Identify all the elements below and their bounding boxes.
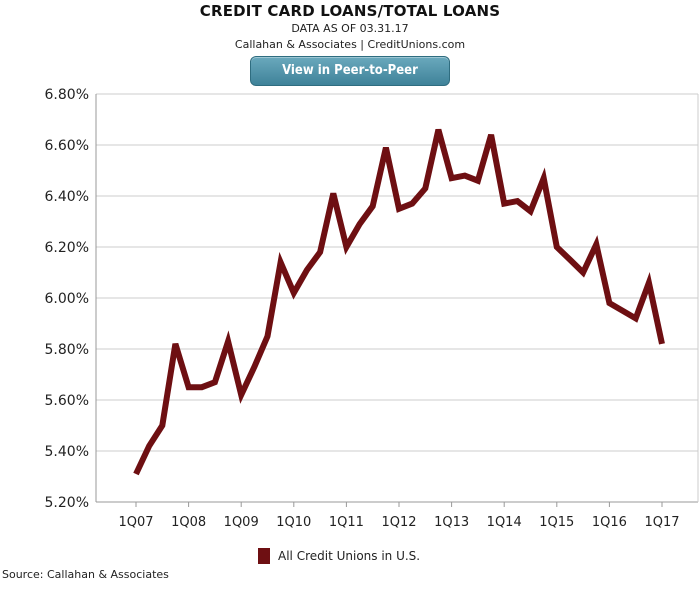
y-tick-label: 5.60% [45,393,89,409]
attribution: Callahan & Associates | CreditUnions.com [234,38,466,51]
data-point[interactable] [304,267,310,273]
x-tick-label: 1Q12 [381,515,416,530]
series-layer [133,127,665,477]
legend[interactable]: All Credit Unions in U.S. [258,546,420,566]
data-point[interactable] [199,384,205,390]
data-point[interactable] [580,270,586,276]
data-point[interactable] [593,241,599,247]
y-tick-label: 5.20% [45,495,89,511]
data-point[interactable] [357,221,363,227]
data-point[interactable] [370,203,376,209]
data-point[interactable] [330,190,336,196]
data-point[interactable] [541,175,547,181]
axes [95,94,699,503]
x-tick-label: 1Q15 [539,515,574,530]
series-line[interactable] [133,128,665,476]
data-point[interactable] [449,175,455,181]
data-point[interactable] [501,201,507,207]
x-tick-label: 1Q09 [224,515,259,530]
data-point[interactable] [159,423,165,429]
data-point[interactable] [659,341,665,347]
data-point[interactable] [133,471,139,477]
y-tick-label: 6.60% [45,138,89,154]
data-point[interactable] [383,145,389,151]
data-point[interactable] [396,206,402,212]
data-point[interactable] [172,341,178,347]
data-point[interactable] [422,185,428,191]
chart-title: CREDIT CARD LOANS/TOTAL LOANS [199,2,501,20]
x-tick-label: 1Q08 [171,515,206,530]
x-tick-label: 1Q07 [118,515,153,530]
data-point[interactable] [278,259,284,265]
y-tick-label: 6.00% [45,291,89,307]
view-in-peer-to-peer-button[interactable]: View in Peer-to-Peer [250,56,450,86]
data-point[interactable] [435,127,441,133]
x-tick-label: 1Q14 [487,515,522,530]
data-point[interactable] [554,244,560,250]
data-point[interactable] [646,280,652,286]
source-note: Source: Callahan & Associates [2,568,169,581]
x-tick-label: 1Q11 [329,515,364,530]
y-tick-label: 6.80% [45,87,89,103]
data-point[interactable] [620,308,626,314]
data-point[interactable] [633,315,639,321]
data-point[interactable] [343,244,349,250]
y-tick-label: 6.40% [45,189,89,205]
y-axis-tick-labels: 5.20% 5.40% 5.60% 5.80% 6.00% 6.20% 6.40% 6.60%… [45,87,89,511]
data-point[interactable] [251,364,257,370]
data-point[interactable] [528,208,534,214]
data-point[interactable] [291,290,297,296]
x-tick-label: 1Q17 [644,515,679,530]
x-axis-tick-labels: 1Q07 1Q08 1Q09 1Q10 1Q11 1Q12 1Q13 1Q14 1Q15 1Q16… [118,502,680,530]
data-point[interactable] [488,132,494,138]
data-point[interactable] [146,443,152,449]
data-point[interactable] [186,384,192,390]
y-tick-label: 6.20% [45,240,89,256]
data-point[interactable] [225,338,231,344]
data-point[interactable] [462,173,468,179]
data-point[interactable] [567,257,573,263]
data-point[interactable] [238,392,244,398]
data-point[interactable] [212,379,218,385]
x-tick-label: 1Q13 [434,515,469,530]
data-point[interactable] [317,249,323,255]
data-point[interactable] [409,201,415,207]
y-tick-label: 5.80% [45,342,89,358]
legend-swatch [258,548,270,564]
data-point[interactable] [514,198,520,204]
data-point[interactable] [606,300,612,306]
data-date: DATA AS OF 03.31.17 [291,22,409,35]
data-point[interactable] [475,178,481,184]
x-tick-label: 1Q10 [276,515,311,530]
data-point[interactable] [265,333,271,339]
y-tick-label: 5.40% [45,444,89,460]
legend-label: All Credit Unions in U.S. [278,549,421,563]
x-tick-label: 1Q16 [592,515,627,530]
